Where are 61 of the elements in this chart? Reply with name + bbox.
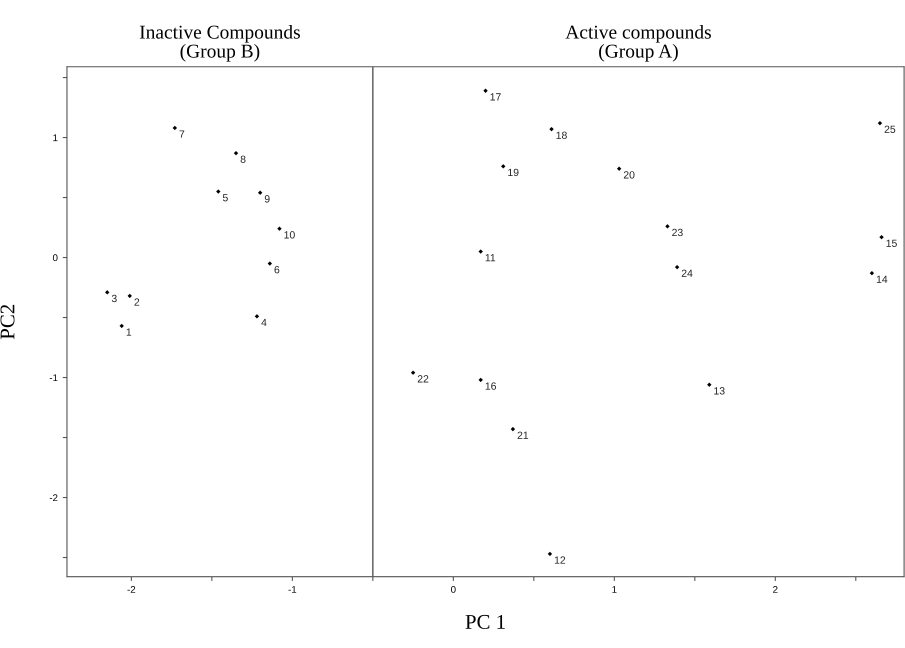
point: [234, 150, 238, 156]
point: [120, 324, 124, 328]
annotation: 22: [418, 375, 428, 382]
point: [128, 294, 132, 298]
annotation: 14: [876, 276, 888, 283]
annotation: 23: [672, 228, 683, 236]
y-tick-label: 1: [53, 134, 58, 142]
annotation: 19: [508, 168, 518, 176]
point: [665, 224, 670, 229]
text: Active compounds (Group A): [565, 25, 711, 62]
point: [501, 164, 506, 169]
point: [549, 126, 554, 132]
point: [478, 378, 483, 382]
text: Inactive Compounds (Group B): [140, 25, 300, 62]
annotation: 3: [112, 294, 117, 302]
point: [879, 234, 884, 240]
annotation: 24: [682, 270, 693, 277]
point: [254, 314, 260, 319]
annotation: 25: [884, 126, 896, 133]
annotation: 11: [486, 254, 496, 262]
x-tick-label: 0: [451, 586, 456, 593]
x-tick-label: -1: [288, 586, 296, 593]
annotation: 1: [126, 328, 132, 336]
annotation: 12: [554, 556, 566, 564]
annotation: 15: [886, 240, 897, 247]
point: [878, 120, 882, 126]
x-axis-title: PC 1: [466, 614, 505, 629]
point: [258, 190, 262, 195]
annotation: 10: [284, 231, 295, 239]
x-tick-label: 2: [773, 586, 778, 593]
annotation: 20: [624, 171, 634, 179]
annotation: 7: [180, 130, 184, 138]
point: [510, 426, 516, 432]
point: [870, 270, 874, 276]
point: [172, 126, 178, 130]
annotation: 4: [261, 318, 267, 326]
point: [616, 166, 622, 171]
point: [105, 290, 110, 295]
y-tick-label: 0: [52, 254, 58, 262]
y-axis-title: PC2: [0, 304, 15, 340]
point: [707, 382, 712, 387]
x-tick-label: -2: [127, 586, 136, 593]
annotation: 2: [134, 298, 140, 306]
point: [548, 552, 552, 556]
annotation: 5: [222, 194, 228, 202]
y-tick-label: -2: [50, 494, 58, 502]
point: [674, 264, 680, 270]
annotation: 9: [264, 195, 270, 203]
annotation: 8: [240, 156, 246, 163]
annotation: 16: [486, 382, 496, 390]
annotation: 21: [518, 432, 528, 439]
point: [216, 189, 220, 194]
point: [268, 261, 272, 266]
annotation: 6: [274, 266, 280, 274]
annotation: 13: [714, 387, 725, 395]
point: [478, 249, 483, 254]
annotation: 17: [490, 93, 501, 100]
y-tick-label: -1: [50, 374, 58, 382]
x-tick-label: 1: [612, 586, 617, 593]
point: [410, 370, 416, 375]
annotation: 18: [556, 132, 567, 139]
